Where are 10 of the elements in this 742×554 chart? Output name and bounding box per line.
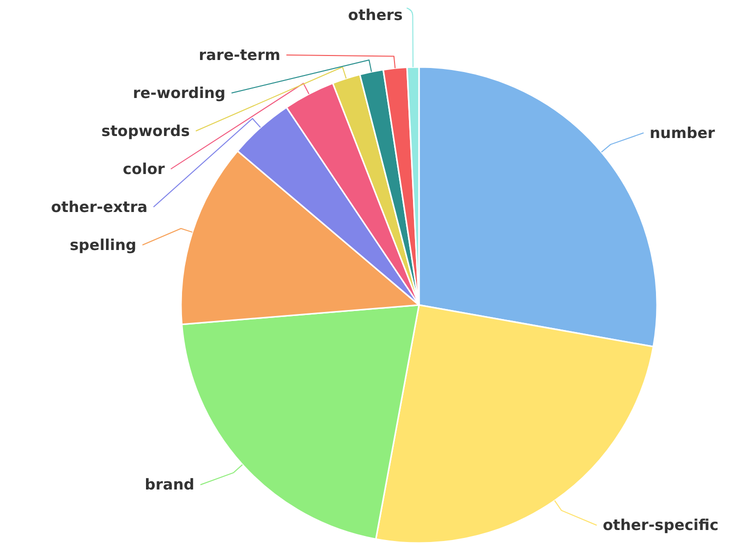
slice-label: brand — [144, 476, 194, 494]
slice-label: number — [650, 124, 716, 142]
slice-label: spelling — [70, 236, 136, 254]
slice-label: re-wording — [132, 84, 226, 102]
slice-label: rare-term — [198, 46, 280, 64]
slice-label: other-extra — [51, 198, 148, 216]
slice-label: other-specific — [602, 516, 719, 534]
slice-label: others — [348, 6, 403, 24]
slice-label: color — [122, 160, 166, 178]
slice-label: stopwords — [101, 122, 190, 140]
